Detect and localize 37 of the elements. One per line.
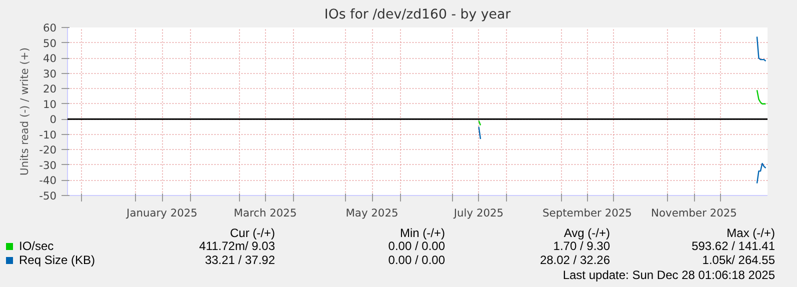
x-tick-label: March 2025 [234, 206, 297, 220]
y-tick-label: 0 [50, 113, 57, 126]
y-tick-label: 60 [42, 22, 57, 34]
text: Max (-/+) [726, 226, 775, 240]
text: 593.62 / 141.41 [690, 239, 775, 253]
y-tick-label: 50 [42, 36, 57, 50]
text: 0.00 / 0.00 [387, 253, 445, 267]
y-tick-label: -20 [39, 144, 57, 157]
chart-title: IOs for /dev/zd160 - by year [324, 8, 512, 22]
x-tick-label: May 2025 [346, 206, 398, 220]
text: 1.05k/ 264.55 [701, 253, 775, 267]
text: 28.02 / 32.26 [538, 253, 610, 267]
text: Cur (-/+) [229, 226, 275, 240]
text: 1.70 / 9.30 [552, 239, 610, 253]
text: Min (-/+) [399, 226, 445, 240]
y-tick-label: 30 [42, 67, 57, 80]
y-tick-label: 10 [42, 98, 57, 111]
legend-label: Req Size (KB) [18, 253, 96, 267]
y-tick-label: -50 [39, 190, 57, 202]
line-series [756, 36, 766, 62]
y-tick-label: -40 [39, 174, 57, 188]
y-tick-label: 40 [42, 52, 57, 66]
text: Avg (-/+) [562, 226, 610, 240]
text: 33.21 / 37.92 [204, 253, 275, 267]
x-tick-label: September 2025 [542, 206, 632, 220]
legend-label: IO/sec [18, 239, 55, 253]
x-tick-label: July 2025 [452, 206, 504, 220]
text: 411.72m/ 9.03 [198, 239, 275, 253]
y-tick-label: -10 [39, 128, 57, 142]
line-series [756, 90, 766, 104]
text: Last update: Sun Dec 28 01:06:18 2025 [562, 267, 775, 284]
x-tick-label: January 2025 [126, 206, 198, 220]
y-axis-title: Units read (-) / write (+) [18, 48, 32, 176]
text: 0.00 / 0.00 [387, 239, 445, 253]
y-tick-label: 20 [42, 82, 57, 96]
y-tick-label: -30 [39, 158, 57, 172]
x-tick-label: November 2025 [651, 206, 737, 220]
